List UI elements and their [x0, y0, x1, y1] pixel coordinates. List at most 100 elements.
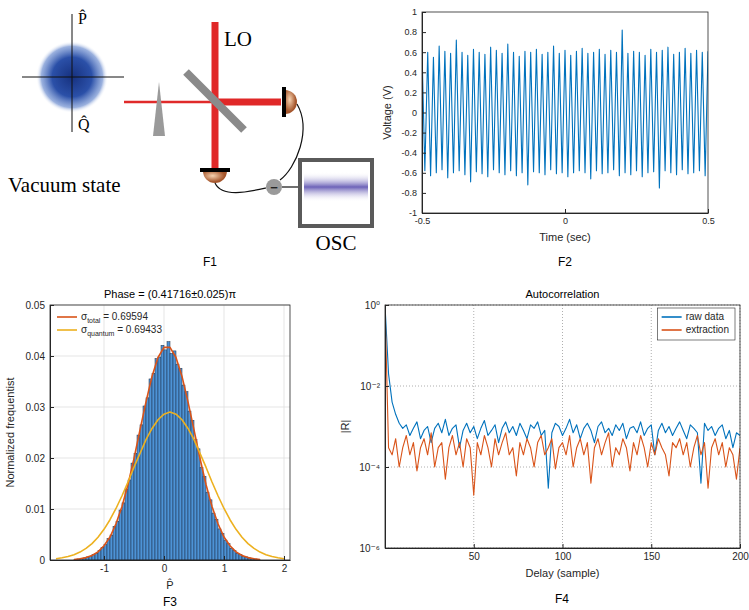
histogram-bar — [212, 513, 215, 560]
tick-mark — [104, 556, 105, 560]
chart-title: Phase = (0.41716±0.025)π — [104, 288, 236, 300]
tick-mark — [422, 12, 426, 13]
tick: 1 — [412, 7, 426, 17]
state-label: Vacuum state — [8, 173, 121, 197]
tick: 0 — [162, 556, 168, 574]
tick-mark — [422, 173, 426, 174]
histogram-bar — [230, 548, 233, 560]
tick: 50 — [469, 544, 481, 562]
oscilloscope — [300, 160, 372, 226]
legend-swatch — [57, 329, 77, 331]
tick-label: 0 — [162, 563, 168, 574]
q-axis-label: Q̂ — [78, 115, 90, 133]
plot-area — [422, 30, 708, 188]
subtractor — [266, 179, 282, 195]
histogram-bar — [176, 364, 179, 560]
grid-line — [104, 305, 105, 560]
beam-splitter — [186, 72, 244, 130]
tick: 0.03 — [26, 402, 54, 413]
tick-label: 0.6 — [404, 48, 417, 58]
tick: 10⁻⁶ — [359, 543, 389, 554]
tick-label: -0.4 — [401, 148, 417, 158]
tick: -1 — [100, 556, 109, 574]
tick: 100 — [555, 544, 572, 562]
q-axis — [22, 77, 124, 78]
histogram-bar — [224, 540, 227, 560]
series-line — [422, 30, 708, 188]
axis-xticks: -0.500.5 — [415, 209, 715, 226]
tick: 1 — [222, 556, 228, 574]
panel-label: F3 — [163, 595, 177, 609]
legend-swatch — [662, 329, 682, 331]
grid-line — [562, 305, 563, 548]
histogram-bar — [113, 526, 116, 560]
histogram-bar — [152, 373, 155, 560]
axis-yticks: -1-0.8-0.6-0.4-0.200.20.40.60.81 — [401, 7, 426, 218]
histogram-bar — [149, 379, 152, 560]
tick-mark — [50, 407, 54, 408]
tick-mark — [563, 544, 564, 548]
wedge — [153, 82, 165, 136]
series-line — [74, 347, 260, 559]
x-axis-title: P̂ — [166, 578, 173, 591]
tick-label: 0.2 — [404, 88, 417, 98]
legend-label: σtotal = 0.69594 — [81, 311, 148, 324]
tick: 10⁻² — [360, 381, 389, 392]
histogram-bar — [179, 368, 182, 560]
series-line — [385, 305, 740, 488]
tick-label: 0 — [563, 216, 568, 226]
tick: 0.8 — [404, 27, 426, 37]
tick-label: 0.4 — [404, 68, 417, 78]
tick-label: 0.01 — [26, 504, 46, 515]
histogram-bar — [206, 492, 209, 560]
histogram-bar — [104, 545, 107, 560]
plot-background — [422, 12, 708, 213]
x-axis-title: Time (sec) — [539, 231, 591, 243]
histogram-bar — [167, 342, 170, 560]
panel-label: F4 — [555, 592, 569, 606]
signal-beam — [124, 101, 215, 104]
tick-label: 1 — [222, 563, 228, 574]
histogram-bar — [170, 353, 173, 560]
histogram-bar — [197, 449, 200, 560]
tick-mark — [224, 556, 225, 560]
tick: 150 — [643, 544, 660, 562]
tick-label: 0 — [412, 108, 417, 118]
tick-mark — [422, 113, 426, 114]
tick-mark — [385, 467, 389, 468]
wire — [215, 183, 266, 193]
grid-line — [385, 386, 740, 387]
tick: 0.02 — [26, 453, 54, 464]
histogram-bar — [146, 398, 149, 560]
tick-mark — [385, 548, 389, 549]
tick: 0 — [563, 209, 568, 226]
x-axis-title: Delay (sample) — [526, 567, 600, 579]
plot-background — [385, 305, 740, 548]
plot-frame — [422, 12, 708, 213]
tick-label: 2 — [282, 563, 288, 574]
tick-label: 0.5 — [702, 216, 715, 226]
histogram-bar — [128, 480, 131, 560]
histogram-bar — [158, 357, 161, 560]
legend-box — [53, 308, 168, 340]
tick-mark — [422, 193, 426, 194]
tick-label: 200 — [732, 551, 749, 562]
tick-mark — [385, 305, 389, 306]
histogram-bar — [200, 468, 203, 560]
histogram-bar — [203, 476, 206, 560]
chart-title: Autocorrelation — [526, 288, 600, 300]
tick-mark — [164, 556, 165, 560]
tick: 2 — [282, 556, 288, 574]
plot-area — [385, 305, 740, 495]
tick-label: 10⁰ — [365, 300, 380, 311]
series-line — [385, 305, 740, 495]
output-beam — [215, 99, 281, 106]
tick-mark — [50, 458, 54, 459]
chart: 5010015020010⁰10⁻²10⁻⁴10⁻⁶Delay (sample)… — [339, 288, 749, 606]
tick: 0.5 — [702, 209, 715, 226]
histogram-bar — [173, 351, 176, 560]
tick: 0.4 — [404, 68, 426, 78]
axis-line — [51, 560, 291, 561]
tick-mark — [740, 544, 741, 548]
panel-label: F1 — [203, 255, 217, 269]
